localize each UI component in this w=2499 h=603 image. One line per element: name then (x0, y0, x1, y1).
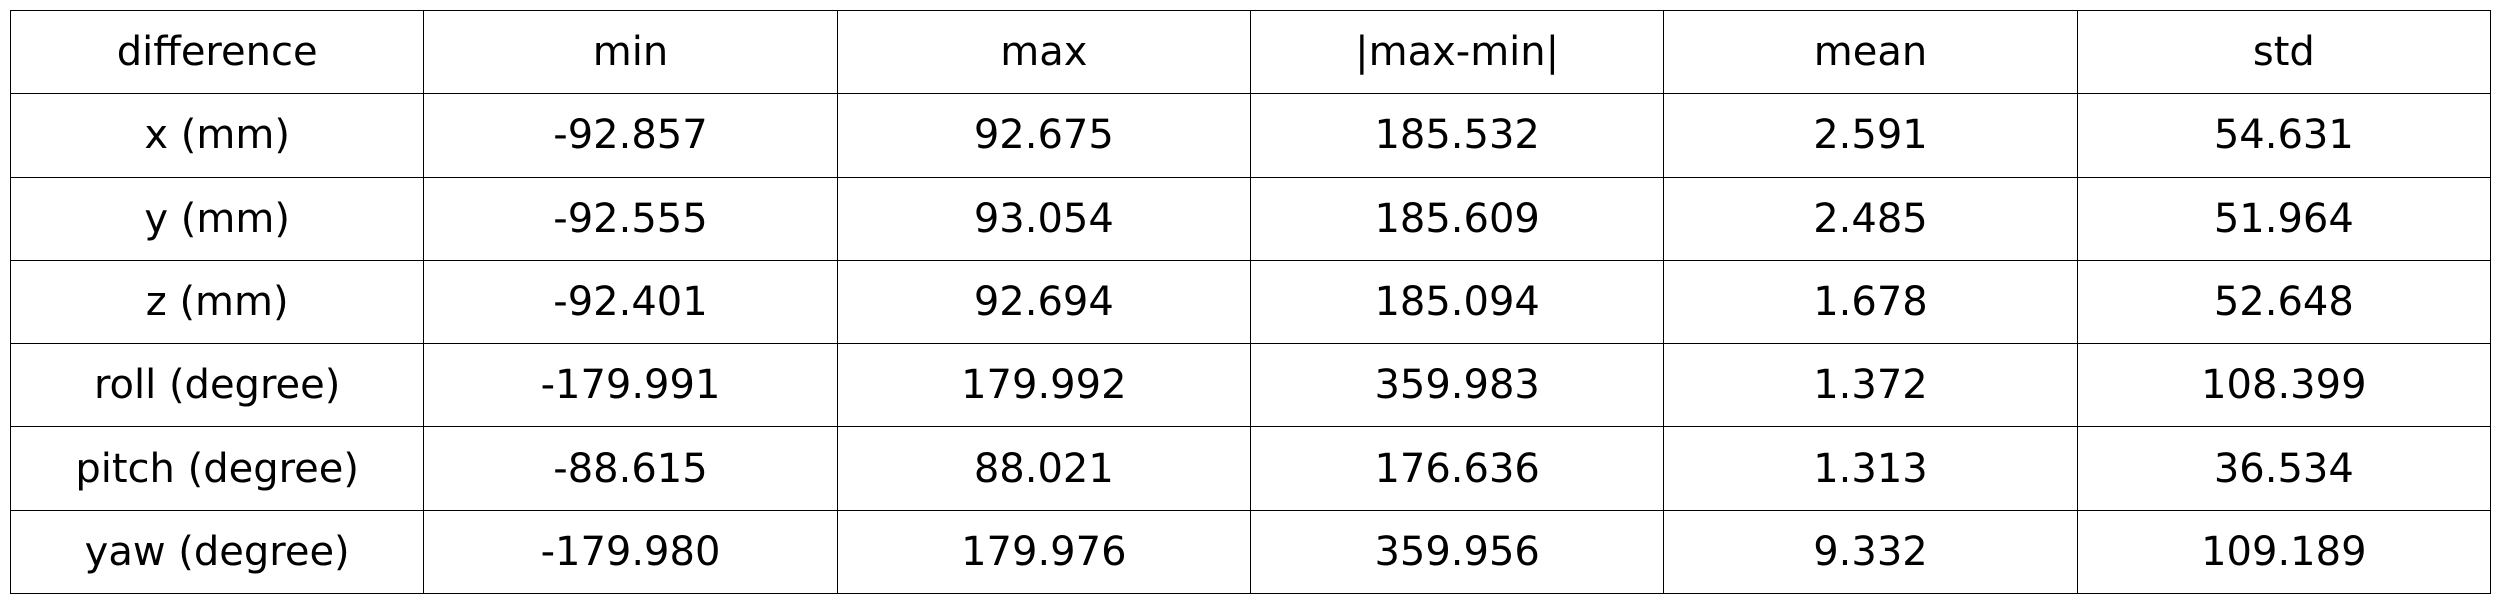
row-label-cell: roll (degree) (9, 343, 425, 428)
min-cell: -92.401 (423, 259, 838, 345)
range-cell: 185.094 (1249, 259, 1665, 345)
std-cell: 54.631 (2076, 93, 2492, 178)
min-cell: -88.615 (423, 426, 838, 511)
min-cell: -179.980 (423, 509, 838, 595)
mean-cell: 1.678 (1663, 259, 2078, 345)
max-cell: 179.992 (836, 343, 1251, 428)
std-cell: 109.189 (2076, 509, 2492, 595)
mean-cell: 2.591 (1663, 93, 2078, 178)
table-row: y (mm) -92.555 93.054 185.609 2.485 51.9… (9, 176, 2492, 261)
header-cell-min: min (423, 9, 838, 95)
range-cell: 176.636 (1249, 426, 1665, 511)
std-cell: 108.399 (2076, 343, 2492, 428)
range-cell: 185.609 (1249, 176, 1665, 261)
table-row: z (mm) -92.401 92.694 185.094 1.678 52.6… (9, 259, 2492, 345)
header-cell-std: std (2076, 9, 2492, 95)
min-cell: -92.555 (423, 176, 838, 261)
table-row: pitch (degree) -88.615 88.021 176.636 1.… (9, 426, 2492, 511)
table-row: x (mm) -92.857 92.675 185.532 2.591 54.6… (9, 93, 2492, 178)
range-cell: 359.983 (1249, 343, 1665, 428)
table-row: roll (degree) -179.991 179.992 359.983 1… (9, 343, 2492, 428)
row-label-cell: pitch (degree) (9, 426, 425, 511)
row-label-cell: z (mm) (9, 259, 425, 345)
header-cell-range: |max-min| (1249, 9, 1665, 95)
std-cell: 36.534 (2076, 426, 2492, 511)
std-cell: 51.964 (2076, 176, 2492, 261)
header-cell-difference: difference (9, 9, 425, 95)
mean-cell: 9.332 (1663, 509, 2078, 595)
min-cell: -179.991 (423, 343, 838, 428)
table-header-row: difference min max |max-min| mean std (9, 9, 2492, 95)
mean-cell: 2.485 (1663, 176, 2078, 261)
mean-cell: 1.372 (1663, 343, 2078, 428)
max-cell: 179.976 (836, 509, 1251, 595)
table-row: yaw (degree) -179.980 179.976 359.956 9.… (9, 509, 2492, 595)
row-label-cell: yaw (degree) (9, 509, 425, 595)
header-cell-max: max (836, 9, 1251, 95)
range-cell: 359.956 (1249, 509, 1665, 595)
max-cell: 88.021 (836, 426, 1251, 511)
std-cell: 52.648 (2076, 259, 2492, 345)
header-cell-mean: mean (1663, 9, 2078, 95)
statistics-table: difference min max |max-min| mean std x … (9, 9, 2492, 595)
range-cell: 185.532 (1249, 93, 1665, 178)
row-label-cell: x (mm) (9, 93, 425, 178)
row-label-cell: y (mm) (9, 176, 425, 261)
min-cell: -92.857 (423, 93, 838, 178)
mean-cell: 1.313 (1663, 426, 2078, 511)
max-cell: 92.694 (836, 259, 1251, 345)
max-cell: 93.054 (836, 176, 1251, 261)
max-cell: 92.675 (836, 93, 1251, 178)
